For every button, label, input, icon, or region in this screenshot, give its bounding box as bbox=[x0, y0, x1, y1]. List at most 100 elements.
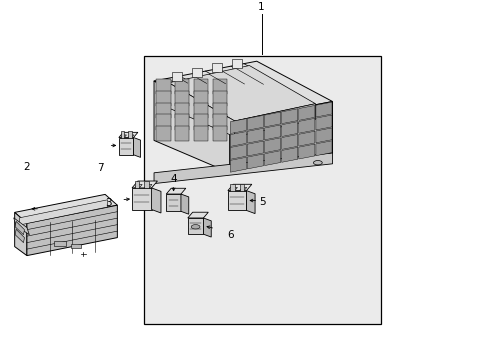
Bar bbox=[144, 56, 381, 324]
Bar bbox=[71, 244, 81, 248]
Polygon shape bbox=[239, 184, 244, 190]
Polygon shape bbox=[181, 194, 188, 214]
Polygon shape bbox=[166, 194, 181, 211]
Polygon shape bbox=[128, 135, 134, 138]
Polygon shape bbox=[227, 190, 246, 210]
Polygon shape bbox=[15, 221, 24, 235]
Polygon shape bbox=[194, 103, 208, 118]
Polygon shape bbox=[15, 229, 24, 243]
Polygon shape bbox=[264, 112, 280, 127]
Polygon shape bbox=[154, 153, 332, 184]
Polygon shape bbox=[298, 144, 314, 159]
Polygon shape bbox=[281, 147, 297, 162]
Polygon shape bbox=[15, 212, 27, 256]
Polygon shape bbox=[166, 188, 185, 194]
Polygon shape bbox=[247, 141, 263, 156]
Polygon shape bbox=[144, 181, 149, 188]
Bar bbox=[54, 241, 66, 246]
Polygon shape bbox=[230, 188, 237, 190]
Text: 5: 5 bbox=[259, 197, 265, 207]
Polygon shape bbox=[315, 115, 331, 130]
Polygon shape bbox=[168, 83, 234, 137]
Polygon shape bbox=[264, 125, 280, 140]
Polygon shape bbox=[230, 119, 246, 134]
Polygon shape bbox=[192, 68, 202, 77]
Text: 4: 4 bbox=[170, 174, 177, 184]
Polygon shape bbox=[134, 184, 142, 188]
Polygon shape bbox=[20, 200, 107, 225]
Polygon shape bbox=[156, 91, 170, 106]
Polygon shape bbox=[175, 79, 189, 94]
Polygon shape bbox=[230, 131, 246, 147]
Polygon shape bbox=[175, 103, 189, 118]
Polygon shape bbox=[213, 91, 227, 106]
Text: 7: 7 bbox=[97, 163, 103, 173]
Polygon shape bbox=[175, 91, 189, 106]
Polygon shape bbox=[194, 79, 208, 94]
Polygon shape bbox=[154, 61, 332, 121]
Polygon shape bbox=[132, 181, 157, 188]
Polygon shape bbox=[230, 157, 246, 172]
Polygon shape bbox=[134, 181, 139, 188]
Polygon shape bbox=[315, 141, 331, 156]
Polygon shape bbox=[187, 218, 203, 234]
Polygon shape bbox=[144, 184, 152, 188]
Polygon shape bbox=[133, 138, 140, 157]
Polygon shape bbox=[203, 218, 211, 237]
Polygon shape bbox=[212, 63, 222, 72]
Polygon shape bbox=[213, 103, 227, 118]
Polygon shape bbox=[154, 81, 229, 173]
Polygon shape bbox=[246, 190, 255, 213]
Polygon shape bbox=[298, 131, 314, 146]
Polygon shape bbox=[15, 194, 117, 223]
Polygon shape bbox=[247, 115, 263, 130]
Polygon shape bbox=[119, 138, 133, 155]
Polygon shape bbox=[315, 102, 331, 117]
Polygon shape bbox=[121, 131, 124, 138]
Polygon shape bbox=[230, 184, 234, 190]
Ellipse shape bbox=[191, 225, 200, 229]
Polygon shape bbox=[132, 188, 151, 210]
Polygon shape bbox=[232, 59, 242, 68]
Polygon shape bbox=[156, 103, 170, 118]
Polygon shape bbox=[239, 188, 246, 190]
Polygon shape bbox=[281, 109, 297, 124]
Polygon shape bbox=[227, 184, 251, 190]
Polygon shape bbox=[194, 91, 208, 106]
Polygon shape bbox=[194, 114, 208, 130]
Ellipse shape bbox=[313, 161, 322, 165]
Polygon shape bbox=[298, 105, 314, 120]
Polygon shape bbox=[194, 126, 208, 141]
Polygon shape bbox=[247, 128, 263, 143]
Text: 3: 3 bbox=[104, 198, 111, 208]
Polygon shape bbox=[264, 150, 280, 166]
Polygon shape bbox=[264, 138, 280, 153]
Polygon shape bbox=[119, 132, 138, 138]
Polygon shape bbox=[281, 122, 297, 136]
Polygon shape bbox=[168, 66, 315, 121]
Polygon shape bbox=[230, 144, 246, 159]
Polygon shape bbox=[156, 79, 170, 94]
Polygon shape bbox=[151, 188, 161, 213]
Polygon shape bbox=[128, 131, 131, 138]
Text: 1: 1 bbox=[258, 1, 264, 12]
Polygon shape bbox=[187, 212, 208, 218]
Polygon shape bbox=[175, 114, 189, 130]
Polygon shape bbox=[315, 128, 331, 143]
Polygon shape bbox=[213, 114, 227, 130]
Polygon shape bbox=[213, 126, 227, 141]
Polygon shape bbox=[234, 104, 315, 137]
Polygon shape bbox=[27, 205, 117, 256]
Polygon shape bbox=[281, 135, 297, 149]
Polygon shape bbox=[121, 135, 126, 138]
Text: 6: 6 bbox=[227, 230, 234, 240]
Text: 2: 2 bbox=[23, 162, 30, 172]
Polygon shape bbox=[298, 118, 314, 133]
Polygon shape bbox=[172, 72, 182, 81]
Polygon shape bbox=[156, 114, 170, 130]
Polygon shape bbox=[213, 79, 227, 94]
Polygon shape bbox=[156, 126, 170, 141]
Polygon shape bbox=[175, 126, 189, 141]
Polygon shape bbox=[247, 154, 263, 169]
Polygon shape bbox=[14, 218, 29, 235]
